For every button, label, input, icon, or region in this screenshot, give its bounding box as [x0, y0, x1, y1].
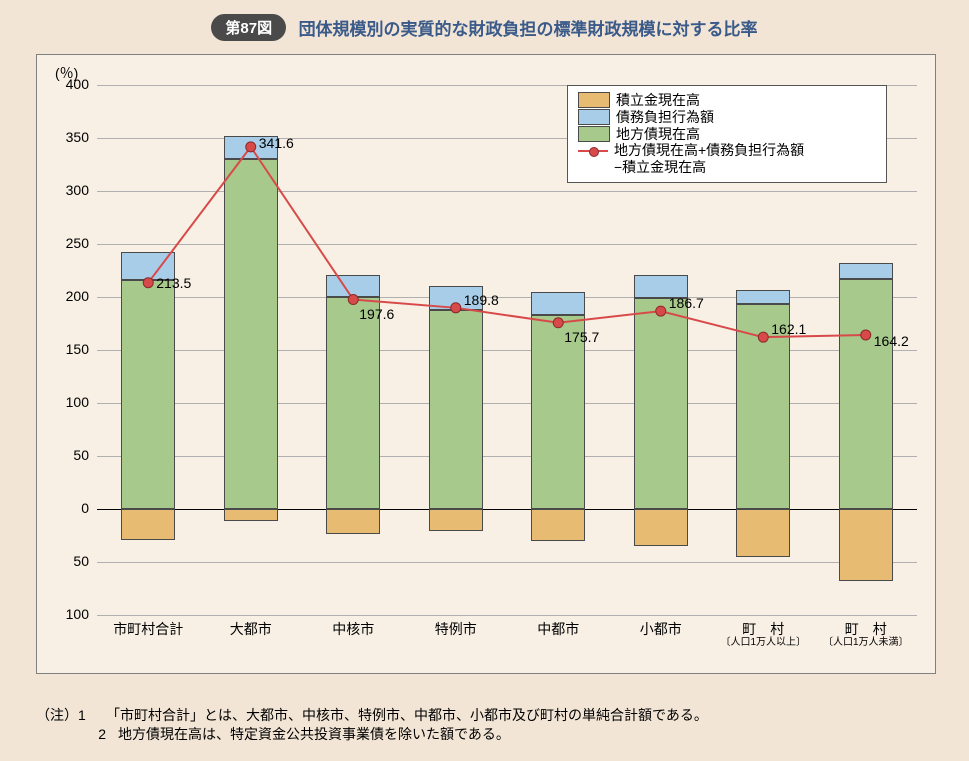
bar-debt-burden [839, 263, 893, 279]
bar-local-bond [839, 279, 893, 509]
legend-swatch [578, 126, 610, 142]
figure-number-pill: 第87図 [211, 14, 286, 41]
figure-title: 団体規模別の実質的な財政負担の標準財政規模に対する比率 [299, 15, 758, 40]
y-tick-label: 300 [49, 182, 89, 198]
legend-line-icon [578, 144, 608, 158]
bar-reserve [429, 509, 483, 531]
legend-item: 債務負担行為額 [578, 109, 876, 126]
gridline [97, 509, 917, 510]
gridline [97, 456, 917, 457]
bar-reserve [224, 509, 278, 521]
legend-swatch [578, 109, 610, 125]
x-tick-label: 中核市 [298, 621, 408, 637]
bar-debt-burden [736, 290, 790, 305]
bar-local-bond [634, 298, 688, 509]
x-tick-label: 町 村〔人口1万人以上〕 [708, 621, 818, 649]
gridline [97, 403, 917, 404]
gridline [97, 191, 917, 192]
y-tick-label: 50 [49, 447, 89, 463]
footnote-line: （注）1「市町村合計」とは、大都市、中核市、特例市、中都市、小都市及び町村の単純… [36, 706, 708, 726]
bar-debt-burden [531, 292, 585, 315]
y-tick-label: 50 [49, 553, 89, 569]
legend-item: −積立金現在高 [578, 159, 876, 176]
legend-item: 地方債現在高 [578, 126, 876, 143]
x-tick-label: 市町村合計 [93, 621, 203, 637]
line-value-label: 213.5 [156, 275, 191, 291]
x-tick-label: 小都市 [606, 621, 716, 637]
bar-reserve [121, 509, 175, 540]
bar-debt-burden [326, 275, 380, 297]
chart-area: (％)05010015020025030035040050100市町村合計大都市… [36, 54, 936, 674]
y-tick-label: 100 [49, 394, 89, 410]
bar-reserve [634, 509, 688, 546]
y-tick-label: 150 [49, 341, 89, 357]
x-tick-label: 大都市 [196, 621, 306, 637]
line-value-label: 186.7 [669, 295, 704, 311]
line-value-label: 175.7 [564, 329, 599, 345]
bar-local-bond [429, 310, 483, 509]
line-value-label: 164.2 [874, 333, 909, 349]
line-value-label: 197.6 [359, 306, 394, 322]
figure-container: 第87図 団体規模別の実質的な財政負担の標準財政規模に対する比率 (％)0501… [0, 0, 969, 761]
y-tick-label: 400 [49, 76, 89, 92]
y-tick-label: 100 [49, 606, 89, 622]
x-tick-label: 町 村〔人口1万人未満〕 [811, 621, 921, 649]
y-tick-label: 200 [49, 288, 89, 304]
bar-local-bond [326, 297, 380, 509]
y-tick-label: 250 [49, 235, 89, 251]
line-value-label: 341.6 [259, 135, 294, 151]
legend-item: 地方債現在高+債務負担行為額 [578, 142, 876, 159]
bar-local-bond [224, 159, 278, 509]
gridline [97, 244, 917, 245]
bar-reserve [531, 509, 585, 541]
bar-local-bond [121, 280, 175, 509]
x-tick-label: 中都市 [503, 621, 613, 637]
line-value-label: 189.8 [464, 292, 499, 308]
gridline [97, 562, 917, 563]
x-tick-label: 特例市 [401, 621, 511, 637]
bar-reserve [839, 509, 893, 581]
footnote-line: 2地方債現在高は、特定資金公共投資事業債を除いた額である。 [36, 725, 708, 745]
title-bar: 第87図 団体規模別の実質的な財政負担の標準財政規模に対する比率 [0, 0, 969, 41]
legend-item: 積立金現在高 [578, 92, 876, 109]
y-tick-label: 350 [49, 129, 89, 145]
gridline [97, 297, 917, 298]
gridline [97, 615, 917, 616]
y-tick-label: 0 [49, 500, 89, 516]
legend: 積立金現在高債務負担行為額地方債現在高地方債現在高+債務負担行為額−積立金現在高 [567, 85, 887, 183]
bar-reserve [326, 509, 380, 534]
line-value-label: 162.1 [771, 321, 806, 337]
bar-reserve [736, 509, 790, 557]
gridline [97, 350, 917, 351]
footnotes: （注）1「市町村合計」とは、大都市、中核市、特例市、中都市、小都市及び町村の単純… [36, 706, 708, 745]
legend-swatch [578, 92, 610, 108]
